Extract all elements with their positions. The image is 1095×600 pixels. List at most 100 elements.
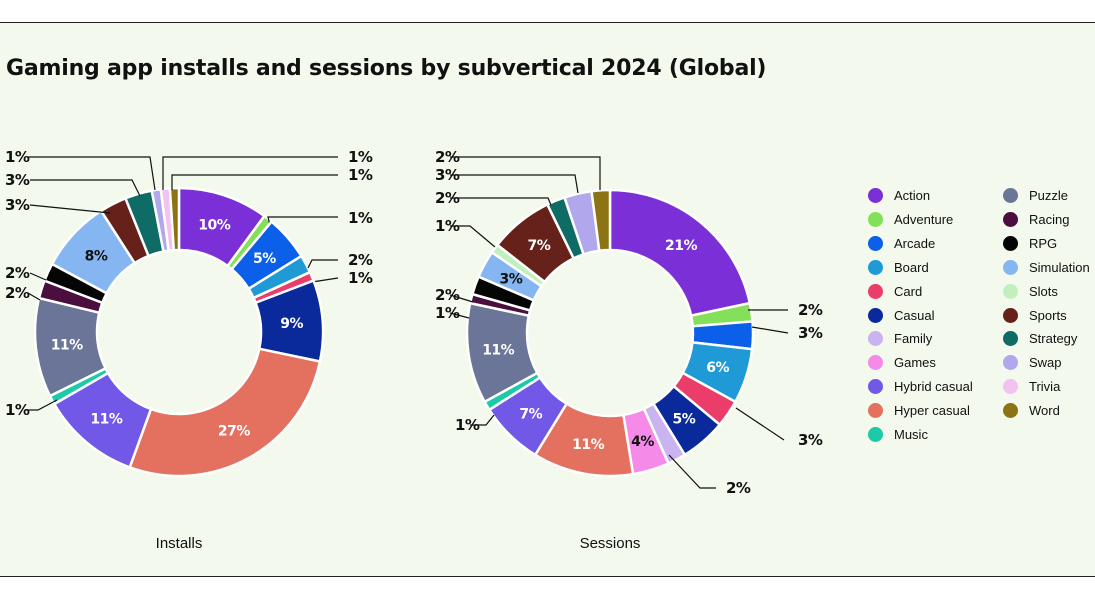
sessions-label-swap: 3% <box>435 166 460 184</box>
sessions-label-rpg: 2% <box>435 286 460 304</box>
legend-item-hybrid-casual: Hybrid casual <box>868 379 973 395</box>
legend-label: Hybrid casual <box>894 379 973 395</box>
installs-leader-music <box>26 399 58 411</box>
installs-label-hybrid-casual: 11% <box>90 412 122 428</box>
sessions-label-racing: 1% <box>435 304 460 322</box>
legend-item-casual: Casual <box>868 307 934 323</box>
installs-label-swap: 1% <box>5 148 30 166</box>
sessions-slice-word <box>590 188 612 253</box>
sessions-leader-swap <box>450 174 579 194</box>
installs-label-adventure: 1% <box>348 209 373 227</box>
installs-leader-sports <box>29 204 111 214</box>
legend-label: Adventure <box>894 211 954 227</box>
installs-donut: 10% 1%5% 2%1%9%27%11%1%11%2%2%8%3%3%1% 1%1% <box>5 148 373 478</box>
legend-swatch <box>1003 403 1018 419</box>
legend-label: Sports <box>1029 307 1067 323</box>
legend-swatch <box>1003 331 1018 347</box>
sessions-label-arcade: 3% <box>798 324 823 342</box>
legend-item-simulation: Simulation <box>1003 259 1090 275</box>
legend-label: Hyper casual <box>894 403 970 419</box>
legend-swatch <box>868 283 883 299</box>
sessions-label-card: 3% <box>798 431 823 449</box>
installs-leader-racing <box>27 292 41 301</box>
installs-label-music: 1% <box>5 401 30 419</box>
legend-label: Word <box>1029 403 1060 419</box>
installs-leader-board <box>307 259 338 269</box>
sessions-label-games: 4% <box>631 434 654 450</box>
installs-label-strategy: 3% <box>5 171 30 189</box>
sessions-label-hybrid-casual: 7% <box>519 407 542 423</box>
legend-swatch <box>1003 188 1018 203</box>
installs-label-board: 2% <box>348 251 373 269</box>
legend-item-racing: Racing <box>1003 211 1070 227</box>
sessions-leader-strategy <box>450 197 552 206</box>
legend-swatch <box>868 235 883 251</box>
sessions-label-casual: 5% <box>672 412 695 428</box>
legend-item-swap: Swap <box>1003 355 1062 371</box>
installs-label-casual: 9% <box>280 316 303 332</box>
legend-swatch <box>1003 259 1018 275</box>
legend-item-strategy: Strategy <box>1003 331 1078 347</box>
legend-label: Games <box>894 355 936 371</box>
legend-label: Strategy <box>1029 331 1078 347</box>
legend-item-hyper-casual: Hyper casual <box>868 403 970 419</box>
installs-label-arcade: 5% <box>253 251 276 267</box>
legend-item-slots: Slots <box>1003 283 1058 299</box>
legend-item-puzzle: Puzzle <box>1003 188 1068 203</box>
sessions-label-family: 2% <box>726 479 751 497</box>
installs-label-word: 1% <box>348 166 373 184</box>
installs-label-simulation: 8% <box>85 248 108 264</box>
legend-item-music: Music <box>868 427 928 442</box>
legend-label: Board <box>894 259 929 275</box>
sessions-slice-action <box>608 188 752 318</box>
sessions-leader-slots <box>450 225 496 248</box>
sessions-label-strategy: 2% <box>435 189 460 207</box>
legend-label: Racing <box>1029 211 1070 227</box>
legend-swatch <box>1003 283 1018 299</box>
installs-slice-hyper-casual <box>128 347 322 478</box>
legend-swatch <box>1003 379 1018 395</box>
legend-label: Card <box>894 283 923 299</box>
legend-swatch <box>868 188 883 203</box>
legend-swatch <box>868 403 883 419</box>
sessions-label-adventure: 2% <box>798 301 823 319</box>
installs-label-sports: 3% <box>5 196 30 214</box>
sessions-label-simulation: 3% <box>500 272 523 288</box>
sessions-caption: Sessions <box>580 535 641 552</box>
installs-label-hyper-casual: 27% <box>218 424 250 440</box>
installs-leader-trivia <box>162 156 338 190</box>
legend-swatch <box>868 211 883 227</box>
legend-label: Family <box>894 331 933 347</box>
sessions-donut: 21%2%3%6%3%5%2%4%11%7%1%11%1%2%3%1%7%2%3… <box>435 148 823 497</box>
installs-label-rpg: 2% <box>5 264 30 282</box>
installs-label-puzzle: 11% <box>51 338 83 354</box>
legend-label: Slots <box>1029 283 1058 299</box>
installs-leader-rpg <box>29 272 47 281</box>
installs-leader-strategy <box>30 179 141 197</box>
legend-label: Swap <box>1029 355 1062 371</box>
chart-title: Gaming app installs and sessions by subv… <box>6 56 767 81</box>
legend-item-adventure: Adventure <box>868 211 954 227</box>
legend-label: Action <box>894 188 931 203</box>
legend-item-rpg: RPG <box>1003 235 1058 251</box>
legend-item-arcade: Arcade <box>868 235 935 251</box>
legend-item-board: Board <box>868 259 929 275</box>
installs-leader-swap <box>28 156 156 191</box>
sessions-leader-arcade <box>751 326 789 334</box>
legend-label: RPG <box>1029 235 1058 251</box>
legend-item-action: Action <box>868 188 930 203</box>
legend-label: Puzzle <box>1029 188 1069 203</box>
legend-label: Trivia <box>1029 379 1061 395</box>
sessions-label-puzzle: 11% <box>482 342 514 358</box>
installs-label-card: 1% <box>348 269 373 287</box>
legend-item-sports: Sports <box>1003 307 1067 323</box>
sessions-leader-word <box>450 156 601 190</box>
sessions-label-sports: 7% <box>528 238 551 254</box>
sessions-leader-family <box>668 454 716 489</box>
sessions-label-action: 21% <box>665 238 697 254</box>
sessions-label-hyper-casual: 11% <box>572 437 604 453</box>
legend-swatch <box>1003 211 1018 227</box>
sessions-leader-card <box>735 407 785 441</box>
installs-leader-word <box>171 174 338 190</box>
